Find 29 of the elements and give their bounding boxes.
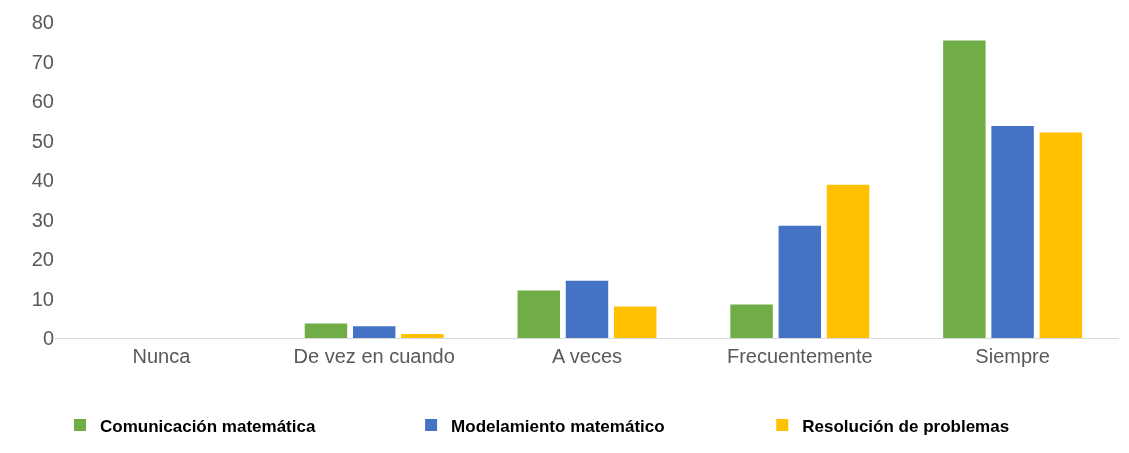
x-tick-label: De vez en cuando [293, 345, 455, 367]
legend-label: Resolución de problemas [802, 416, 1010, 436]
bar [565, 280, 609, 338]
y-tick-label: 10 [31, 287, 54, 310]
y-tick-label: 30 [31, 208, 54, 231]
y-tick-label: 40 [31, 169, 54, 191]
y-tick-label: 0 [42, 327, 54, 349]
y-tick-label: 80 [31, 11, 54, 33]
legend-label: Modelamiento matemático [451, 416, 665, 436]
y-tick-label: 60 [31, 90, 54, 112]
y-tick-label: 20 [31, 248, 54, 270]
bar [614, 306, 657, 338]
bar [304, 323, 348, 338]
x-tick-label: A veces [551, 345, 623, 367]
y-tick-label: 70 [31, 50, 54, 73]
bar [826, 184, 870, 338]
bar [517, 290, 560, 338]
bar [991, 125, 1034, 338]
bar [778, 225, 822, 338]
bar [352, 326, 396, 338]
bar [943, 40, 986, 338]
legend-label: Comunicación matemática [100, 416, 316, 436]
y-tick-label: 50 [31, 129, 54, 152]
bar [1039, 132, 1083, 338]
bar [401, 334, 444, 338]
bar [730, 304, 773, 338]
x-tick-label: Nunca [132, 345, 192, 367]
x-tick-label: Siempre [975, 345, 1050, 367]
x-tick-label: Frecuentemente [726, 345, 873, 367]
